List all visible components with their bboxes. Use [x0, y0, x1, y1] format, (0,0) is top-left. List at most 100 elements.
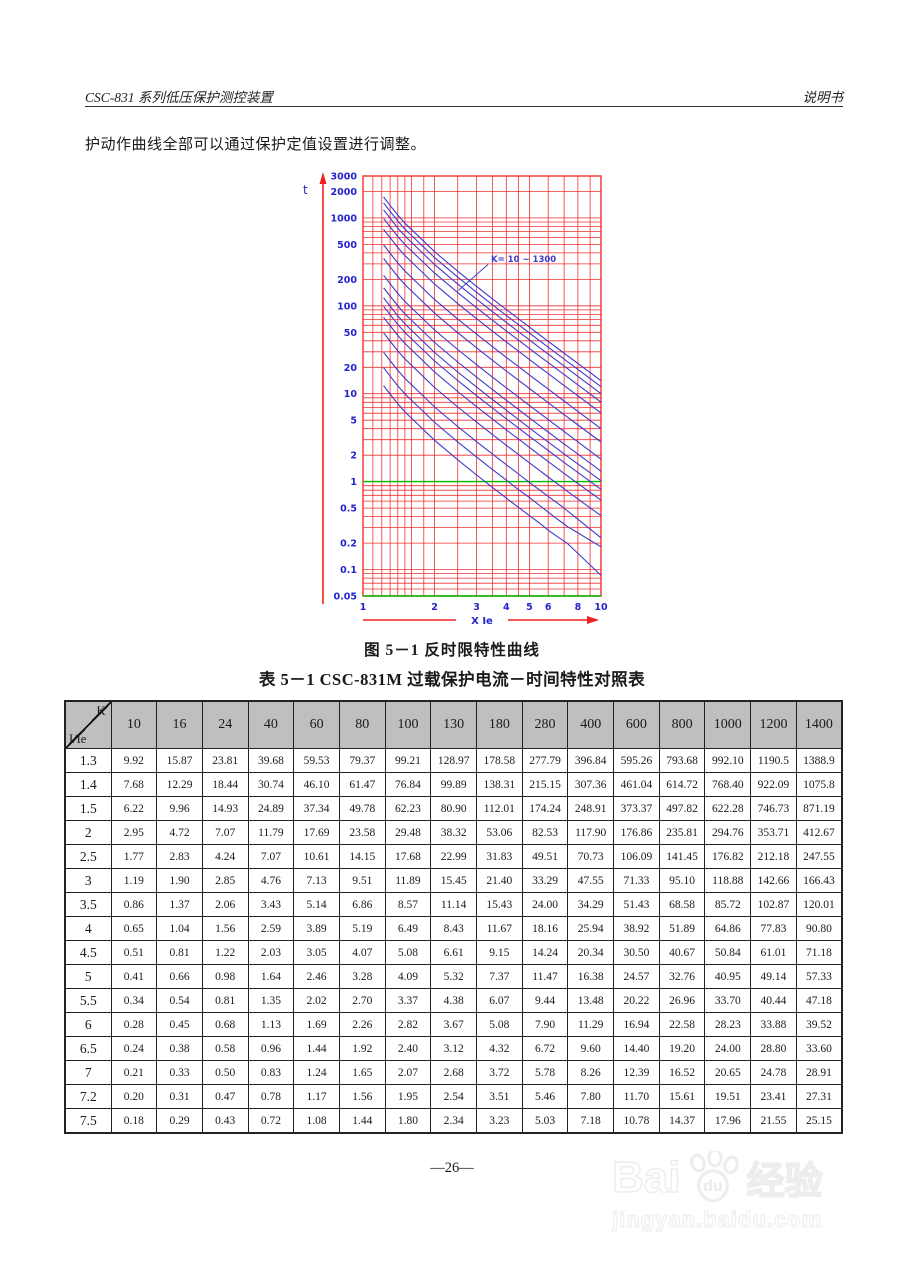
table-cell: 71.18 [795, 940, 843, 965]
row-header-ratio: 7.5 [64, 1108, 112, 1134]
page-header: CSC-831 系列低压保护测控装置 说明书 [85, 86, 843, 106]
table-cell: 5.46 [521, 1084, 569, 1109]
table-cell: 17.96 [704, 1108, 752, 1134]
table-cell: 23.58 [338, 820, 386, 845]
table-cell: 5.78 [521, 1060, 569, 1085]
table-cell: 106.09 [613, 844, 660, 869]
svg-text:2000: 2000 [331, 187, 358, 198]
table-cell: 1.65 [338, 1060, 386, 1085]
col-header-k-1200: 1200 [750, 700, 797, 749]
table-cell: 1.37 [156, 892, 203, 917]
table-cell: 9.92 [110, 748, 158, 773]
table-cell: 2.82 [384, 1012, 432, 1037]
table-cell: 24.78 [750, 1060, 797, 1085]
col-header-k-130: 130 [430, 700, 477, 749]
col-header-k-1000: 1000 [704, 700, 752, 749]
table-cell: 0.65 [110, 916, 158, 941]
table-cell: 1.22 [201, 940, 249, 965]
svg-text:0.2: 0.2 [340, 539, 357, 550]
table-cell: 20.65 [704, 1060, 752, 1085]
table-cell: 0.83 [247, 1060, 295, 1085]
page-number: —26— [430, 1160, 474, 1176]
table-cell: 166.43 [795, 868, 843, 893]
svg-text:50: 50 [344, 328, 358, 339]
table-cell: 4.09 [384, 964, 432, 989]
table-cell: 7.13 [293, 868, 340, 893]
svg-text:0.05: 0.05 [334, 592, 357, 603]
svg-text:100: 100 [337, 301, 357, 312]
table-row: 2 2.95 4.72 7.07 11.79 17.69 23.58 29.48 38.32 53… [64, 820, 843, 845]
table-cell: 95.10 [658, 868, 706, 893]
table-cell: 0.68 [201, 1012, 249, 1037]
table-cell: 2.46 [293, 964, 340, 989]
table-cell: 373.37 [613, 796, 660, 821]
table-cell: 18.16 [521, 916, 569, 941]
table-cell: 0.81 [201, 988, 249, 1013]
table-cell: 1.35 [247, 988, 295, 1013]
table-cell: 77.83 [750, 916, 797, 941]
table-cell: 15.45 [430, 868, 477, 893]
table-cell: 3.89 [293, 916, 340, 941]
table-cell: 3.12 [430, 1036, 477, 1061]
table-cell: 11.67 [476, 916, 523, 941]
table-cell: 17.68 [384, 844, 432, 869]
col-header-k-40: 40 [247, 700, 295, 749]
header-manual-label: 说明书 [802, 90, 844, 105]
row-header-ratio: 6 [64, 1012, 112, 1037]
table-title: 表 5－1 CSC-831M 过载保护电流－时间特性对照表 [258, 670, 646, 689]
table-cell: 53.06 [476, 820, 523, 845]
watermark-suffix: 经验 [746, 1160, 824, 1204]
table-cell: 120.01 [795, 892, 843, 917]
table-cell: 595.26 [613, 748, 660, 773]
table-cell: 34.29 [567, 892, 615, 917]
table-cell: 0.34 [110, 988, 158, 1013]
table-cell: 0.33 [156, 1060, 203, 1085]
table-cell: 57.33 [795, 964, 843, 989]
table-cell: 50.84 [704, 940, 752, 965]
col-header-k-24: 24 [201, 700, 249, 749]
table-cell: 2.06 [201, 892, 249, 917]
row-header-ratio: 1.3 [64, 748, 112, 773]
table-cell: 49.78 [338, 796, 386, 821]
table-cell: 4.72 [156, 820, 203, 845]
table-cell: 117.90 [567, 820, 615, 845]
row-header-ratio: 3.5 [64, 892, 112, 917]
watermark-brand-left: Bai [611, 1152, 681, 1203]
table-cell: 22.58 [658, 1012, 706, 1037]
table-cell: 2.70 [338, 988, 386, 1013]
table-cell: 70.73 [567, 844, 615, 869]
table-cell: 0.58 [201, 1036, 249, 1061]
table-cell: 12.29 [156, 772, 203, 797]
table-cell: 3.72 [476, 1060, 523, 1085]
inverse-time-characteristic-chart: t 3000 2000 1000 500 200 100 50 20 10 5 2 1 0.5 0.2 0.1… [293, 168, 627, 630]
table-row: 6 0.28 0.45 0.68 1.13 1.69 2.26 2.82 3.67 5.08 7.9… [64, 1012, 843, 1037]
table-cell: 28.80 [750, 1036, 797, 1061]
col-header-k-60: 60 [293, 700, 340, 749]
col-header-k-400: 400 [567, 700, 615, 749]
col-header-k-16: 16 [156, 700, 203, 749]
table-row: 3 1.19 1.90 2.85 4.76 7.13 9.51 11.89 15.45 21.40… [64, 868, 843, 893]
table-cell: 31.83 [476, 844, 523, 869]
table-row: 3.5 0.86 1.37 2.06 3.43 5.14 6.86 8.57 11.14 15.4… [64, 892, 843, 917]
table-cell: 33.60 [795, 1036, 843, 1061]
table-cell: 248.91 [567, 796, 615, 821]
table-cell: 0.29 [156, 1108, 203, 1134]
svg-text:2: 2 [431, 602, 438, 613]
table-cell: 3.43 [247, 892, 295, 917]
svg-text:0.1: 0.1 [340, 565, 357, 576]
table-cell: 39.68 [247, 748, 295, 773]
table-cell: 16.94 [613, 1012, 660, 1037]
table-cell: 0.41 [110, 964, 158, 989]
table-cell: 4.24 [201, 844, 249, 869]
table-cell: 0.66 [156, 964, 203, 989]
table-cell: 33.29 [521, 868, 569, 893]
table-cell: 0.81 [156, 940, 203, 965]
table-cell: 2.07 [384, 1060, 432, 1085]
row-header-ratio: 5.5 [64, 988, 112, 1013]
table-cell: 90.80 [795, 916, 843, 941]
table-cell: 871.19 [795, 796, 843, 821]
col-header-k-10: 10 [110, 700, 158, 749]
table-cell: 33.70 [704, 988, 752, 1013]
table-cell: 18.44 [201, 772, 249, 797]
